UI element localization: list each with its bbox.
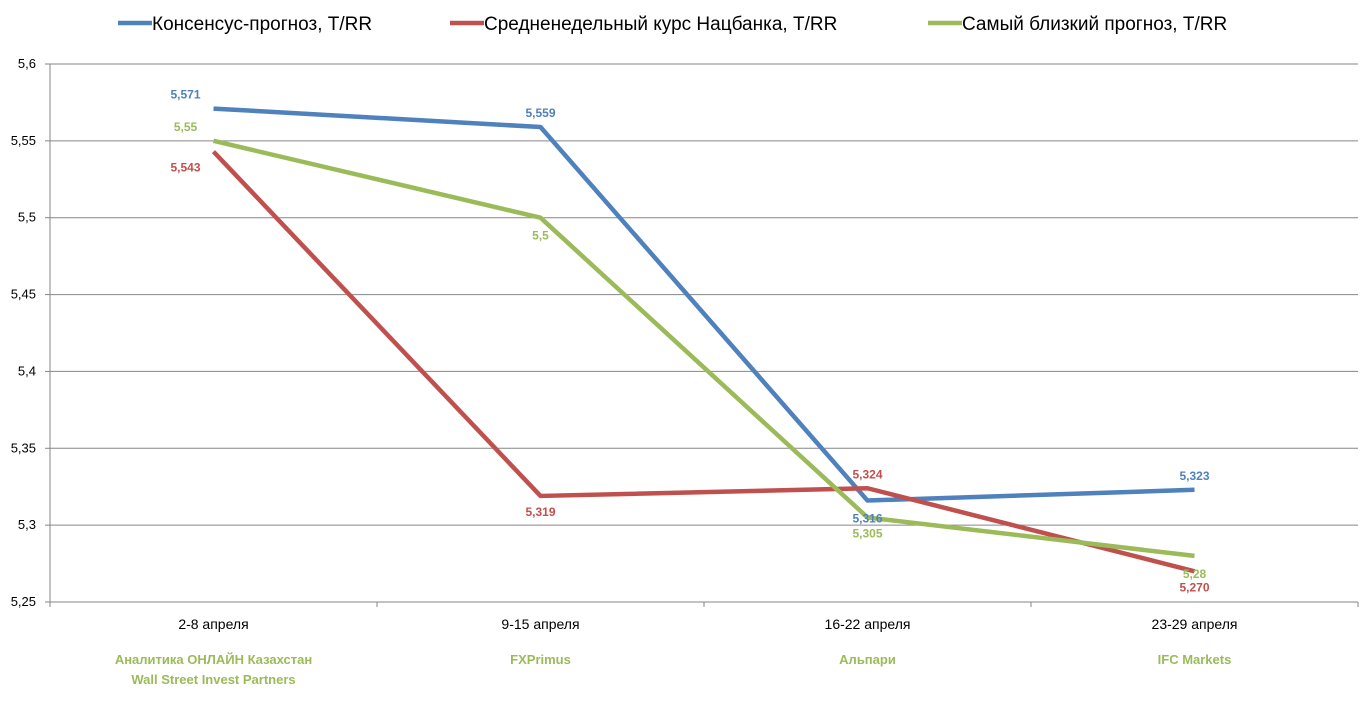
data-labels: 5,571 5,559 5,316 5,323 5,543 5,319 5,324 5,270…: [170, 88, 1209, 595]
y-tick-label: 5,55: [11, 133, 36, 148]
y-tick-label: 5,25: [11, 594, 36, 609]
x-tick-label: 9-15 апреля: [501, 616, 579, 632]
y-tick-label: 5,35: [11, 440, 36, 455]
y-tick-label: 5,5: [18, 210, 36, 225]
y-tick-label: 5,4: [18, 363, 36, 378]
y-tick-label: 5,3: [18, 517, 36, 532]
legend: Консенсус-прогноз, T/RR Средненедельный к…: [118, 14, 1227, 35]
data-label: 5,55: [174, 120, 198, 134]
winner-label: FXPrimus: [510, 652, 571, 667]
data-label: 5,323: [1179, 469, 1209, 483]
x-axis: 2-8 апреля Аналитика ОНЛАЙН Казахстан Wall…: [49, 601, 1359, 687]
legend-label-2: Средненедельный курс Нацбанка, T/RR: [484, 14, 837, 35]
winner-label: Wall Street Invest Partners: [131, 672, 295, 687]
data-label: 5,305: [852, 526, 882, 540]
data-label: 5,5: [532, 229, 549, 243]
y-axis: 5,25 5,3 5,35 5,4 5,45 5,5 5,55 5,6: [11, 56, 51, 609]
x-tick-label: 23-29 апреля: [1152, 616, 1238, 632]
y-tick-label: 5,6: [18, 56, 36, 71]
data-label: 5,316: [852, 512, 882, 526]
data-label: 5,270: [1179, 580, 1209, 594]
data-label: 5,319: [525, 505, 555, 519]
series-line-2: [211, 150, 1196, 574]
data-label: 5,28: [1183, 567, 1207, 581]
legend-label-1: Консенсус-прогноз, T/RR: [152, 14, 372, 35]
series-line-1: [213, 106, 1195, 503]
x-tick-label: 16-22 апреля: [825, 616, 911, 632]
winner-label: Альпари: [839, 652, 896, 667]
data-label: 5,324: [852, 467, 882, 481]
data-label: 5,559: [525, 106, 555, 120]
data-label: 5,571: [170, 88, 200, 102]
winner-label: Аналитика ОНЛАЙН Казахстан: [115, 652, 312, 667]
series-lines: [211, 106, 1196, 574]
x-tick-label: 2-8 апреля: [178, 616, 248, 632]
winner-label: IFC Markets: [1158, 652, 1232, 667]
legend-label-3: Самый близкий прогноз, T/RR: [962, 14, 1227, 35]
data-label: 5,543: [170, 161, 200, 175]
y-tick-label: 5,45: [11, 287, 36, 302]
series-line-3: [212, 138, 1195, 559]
grid: [50, 63, 1358, 603]
